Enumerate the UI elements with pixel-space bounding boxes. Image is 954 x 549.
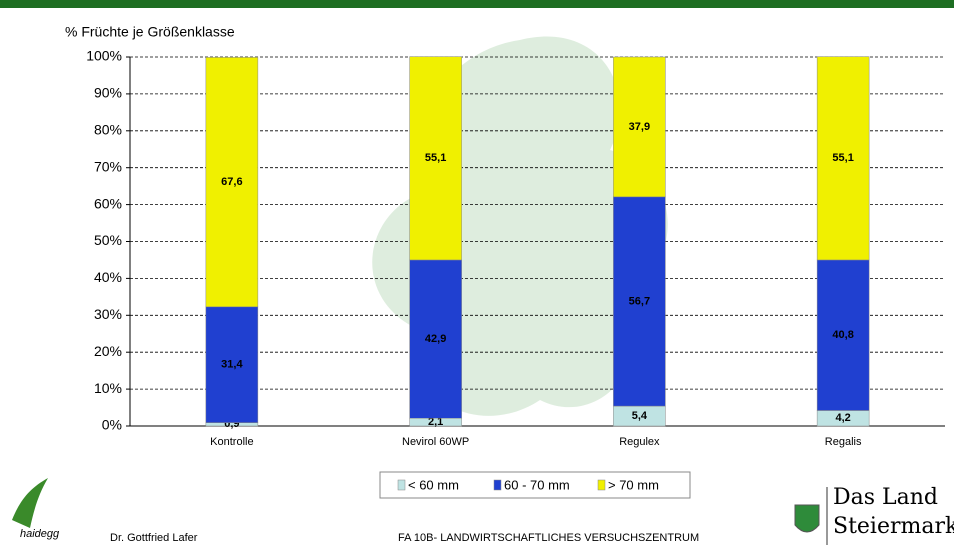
top-band — [0, 0, 954, 8]
y-tick-label: 90% — [94, 85, 122, 101]
y-tick-label: 40% — [94, 269, 122, 285]
brand-line2: Steiermark — [833, 514, 954, 539]
y-tick-label: 80% — [94, 122, 122, 138]
legend-swatch — [397, 479, 406, 491]
value-label: 40,8 — [832, 329, 853, 341]
y-tick-label: 50% — [94, 232, 122, 248]
value-label: 37,9 — [629, 121, 650, 133]
value-label: 5,4 — [632, 410, 648, 422]
bar-segment — [205, 306, 259, 423]
logo-text: haidegg — [20, 528, 60, 540]
legend-swatch — [493, 479, 502, 491]
y-tick-label: 0% — [102, 417, 122, 433]
value-label: 55,1 — [425, 152, 446, 164]
y-tick-label: 20% — [94, 343, 122, 359]
y-axis-label: % Früchte je Größenklasse — [65, 24, 235, 40]
y-tick-label: 100% — [86, 48, 122, 64]
bar-segment — [816, 56, 870, 261]
value-label: 67,6 — [221, 176, 242, 188]
value-label: 42,9 — [425, 333, 446, 345]
legend-label: > 70 mm — [608, 477, 659, 492]
value-label: 4,2 — [835, 412, 850, 424]
value-label: 31,4 — [221, 359, 243, 371]
haidegg-logo — [12, 478, 48, 528]
bar-segment — [409, 56, 462, 261]
y-tick-label: 60% — [94, 195, 122, 211]
value-label: 55,1 — [832, 152, 853, 164]
coat-of-arms — [794, 504, 820, 533]
bar-segment — [613, 196, 666, 407]
institution: FA 10B- LANDWIRTSCHAFTLICHES VERSUCHSZEN… — [398, 532, 699, 544]
y-tick-label: 70% — [94, 158, 122, 174]
value-label: 56,7 — [629, 295, 650, 307]
x-tick-label: Regulex — [619, 436, 660, 448]
x-tick-label: Regalis — [825, 436, 862, 448]
legend-label: < 60 mm — [408, 477, 459, 492]
y-tick-label: 10% — [94, 380, 122, 396]
bar-segment — [613, 56, 666, 198]
legend-swatch — [597, 479, 606, 491]
legend-box — [379, 471, 691, 499]
brand-line1: Das Land — [833, 485, 938, 510]
x-tick-label: Nevirol 60WP — [402, 436, 469, 448]
bar-segment — [816, 259, 870, 411]
author: Dr. Gottfried Lafer — [110, 532, 198, 544]
bar-segment — [205, 57, 259, 308]
brand-divider — [826, 487, 828, 545]
legend-label: 60 - 70 mm — [504, 477, 570, 492]
x-tick-label: Kontrolle — [210, 436, 253, 448]
value-label: 2,1 — [428, 416, 443, 428]
y-tick-label: 30% — [94, 306, 122, 322]
